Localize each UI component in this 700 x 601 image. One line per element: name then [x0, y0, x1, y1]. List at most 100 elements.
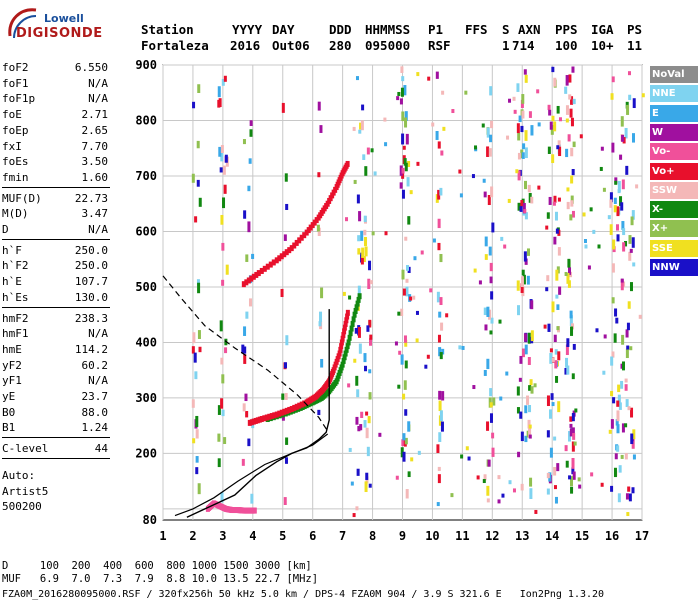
echo-point	[460, 454, 464, 459]
trace-upper-point	[342, 166, 347, 173]
echo-point	[632, 262, 636, 267]
echo-point	[401, 439, 405, 447]
trace-es-point	[230, 507, 235, 514]
parameter-row: foEs 3.50	[2, 154, 108, 169]
echo-point	[483, 474, 487, 481]
x-tick-label: 12	[485, 529, 499, 543]
echo-point	[530, 196, 534, 204]
echo-point	[620, 278, 624, 283]
trace-x-mode-point	[327, 388, 332, 395]
echo-point	[526, 248, 530, 256]
echo-point	[518, 115, 522, 123]
echo-point	[404, 360, 408, 369]
echo-point	[517, 305, 521, 316]
y-tick-label: 500	[135, 280, 157, 294]
echo-point	[440, 322, 444, 331]
trace-upper-point	[319, 209, 324, 216]
echo-point	[547, 146, 551, 154]
echo-point	[438, 400, 442, 412]
parameter-key: yF1	[2, 374, 22, 388]
trace-es-point	[239, 507, 244, 514]
echo-point	[590, 472, 594, 477]
echo-point	[522, 143, 526, 150]
trace-o-mode-point	[322, 385, 327, 392]
echo-point	[217, 405, 221, 415]
parameter-value: N/A	[88, 223, 108, 236]
trace-x-mode-point	[352, 311, 357, 318]
echo-point	[285, 335, 289, 346]
header-label: S	[502, 22, 510, 37]
echo-point	[622, 242, 626, 252]
echo-point	[488, 246, 492, 256]
trace-x-mode-point	[347, 334, 352, 341]
parameter-value: 2.65	[81, 123, 109, 137]
echo-point	[566, 273, 570, 284]
echo-point	[570, 147, 574, 157]
echo-point	[571, 441, 575, 452]
echo-point	[195, 415, 199, 427]
echo-point	[553, 79, 557, 88]
echo-point	[365, 476, 369, 484]
echo-point	[317, 172, 321, 178]
echo-point	[565, 357, 569, 368]
echo-point	[521, 198, 525, 208]
echo-point	[368, 392, 372, 400]
trace-o-mode-point	[257, 416, 262, 423]
echo-point	[632, 98, 636, 109]
echo-point	[224, 338, 228, 346]
echo-point	[365, 411, 369, 416]
echo-point	[373, 171, 377, 176]
echo-point	[632, 454, 636, 460]
echo-point	[577, 477, 581, 482]
echo-point	[557, 140, 561, 148]
echo-point	[319, 125, 323, 133]
echo-point	[569, 108, 573, 118]
parameter-value: N/A	[88, 327, 108, 341]
legend-entry: Vo+	[650, 162, 698, 180]
echo-point	[366, 325, 370, 332]
trace-o-mode-point	[326, 379, 331, 386]
echo-point	[357, 326, 361, 338]
trace-x-mode-point	[280, 411, 285, 418]
echo-point	[552, 201, 556, 206]
echo-point	[486, 485, 490, 496]
echo-point	[578, 484, 582, 489]
x-tick-label: 14	[545, 529, 559, 543]
trace-o-mode-point	[289, 406, 294, 413]
echo-point	[364, 246, 368, 257]
parameter-key: foE	[2, 108, 22, 122]
echo-point	[400, 66, 404, 73]
echo-point	[405, 133, 409, 145]
echo-point	[619, 154, 623, 160]
echo-point	[438, 311, 442, 318]
echo-point	[348, 295, 352, 300]
trace-x-mode-point	[304, 402, 309, 409]
echo-point	[401, 76, 405, 82]
trace-x-mode-point	[293, 406, 298, 413]
echo-point	[616, 400, 620, 407]
echo-point	[445, 313, 449, 318]
echo-point	[191, 399, 195, 408]
echo-point	[555, 228, 559, 234]
trace-x-mode-point	[283, 410, 288, 417]
parameter-row: foE 2.71	[2, 107, 108, 122]
echo-point	[405, 278, 409, 283]
echo-point	[625, 348, 629, 359]
echo-point	[281, 393, 285, 400]
echo-point	[597, 244, 601, 249]
trace-o-mode-point	[264, 414, 269, 421]
echo-point	[549, 348, 553, 353]
trace-es-point	[250, 507, 255, 514]
echo-point	[595, 328, 599, 333]
echo-point	[472, 385, 476, 390]
echo-point	[283, 362, 287, 370]
echo-point	[592, 229, 596, 234]
echo-point	[439, 297, 443, 306]
echo-point	[497, 475, 501, 480]
trace-upper-point	[284, 249, 289, 256]
echo-point	[441, 348, 445, 355]
echo-point	[567, 280, 571, 288]
echo-point	[553, 77, 557, 87]
trace-x-mode-point	[332, 381, 337, 388]
echo-point	[529, 488, 533, 499]
